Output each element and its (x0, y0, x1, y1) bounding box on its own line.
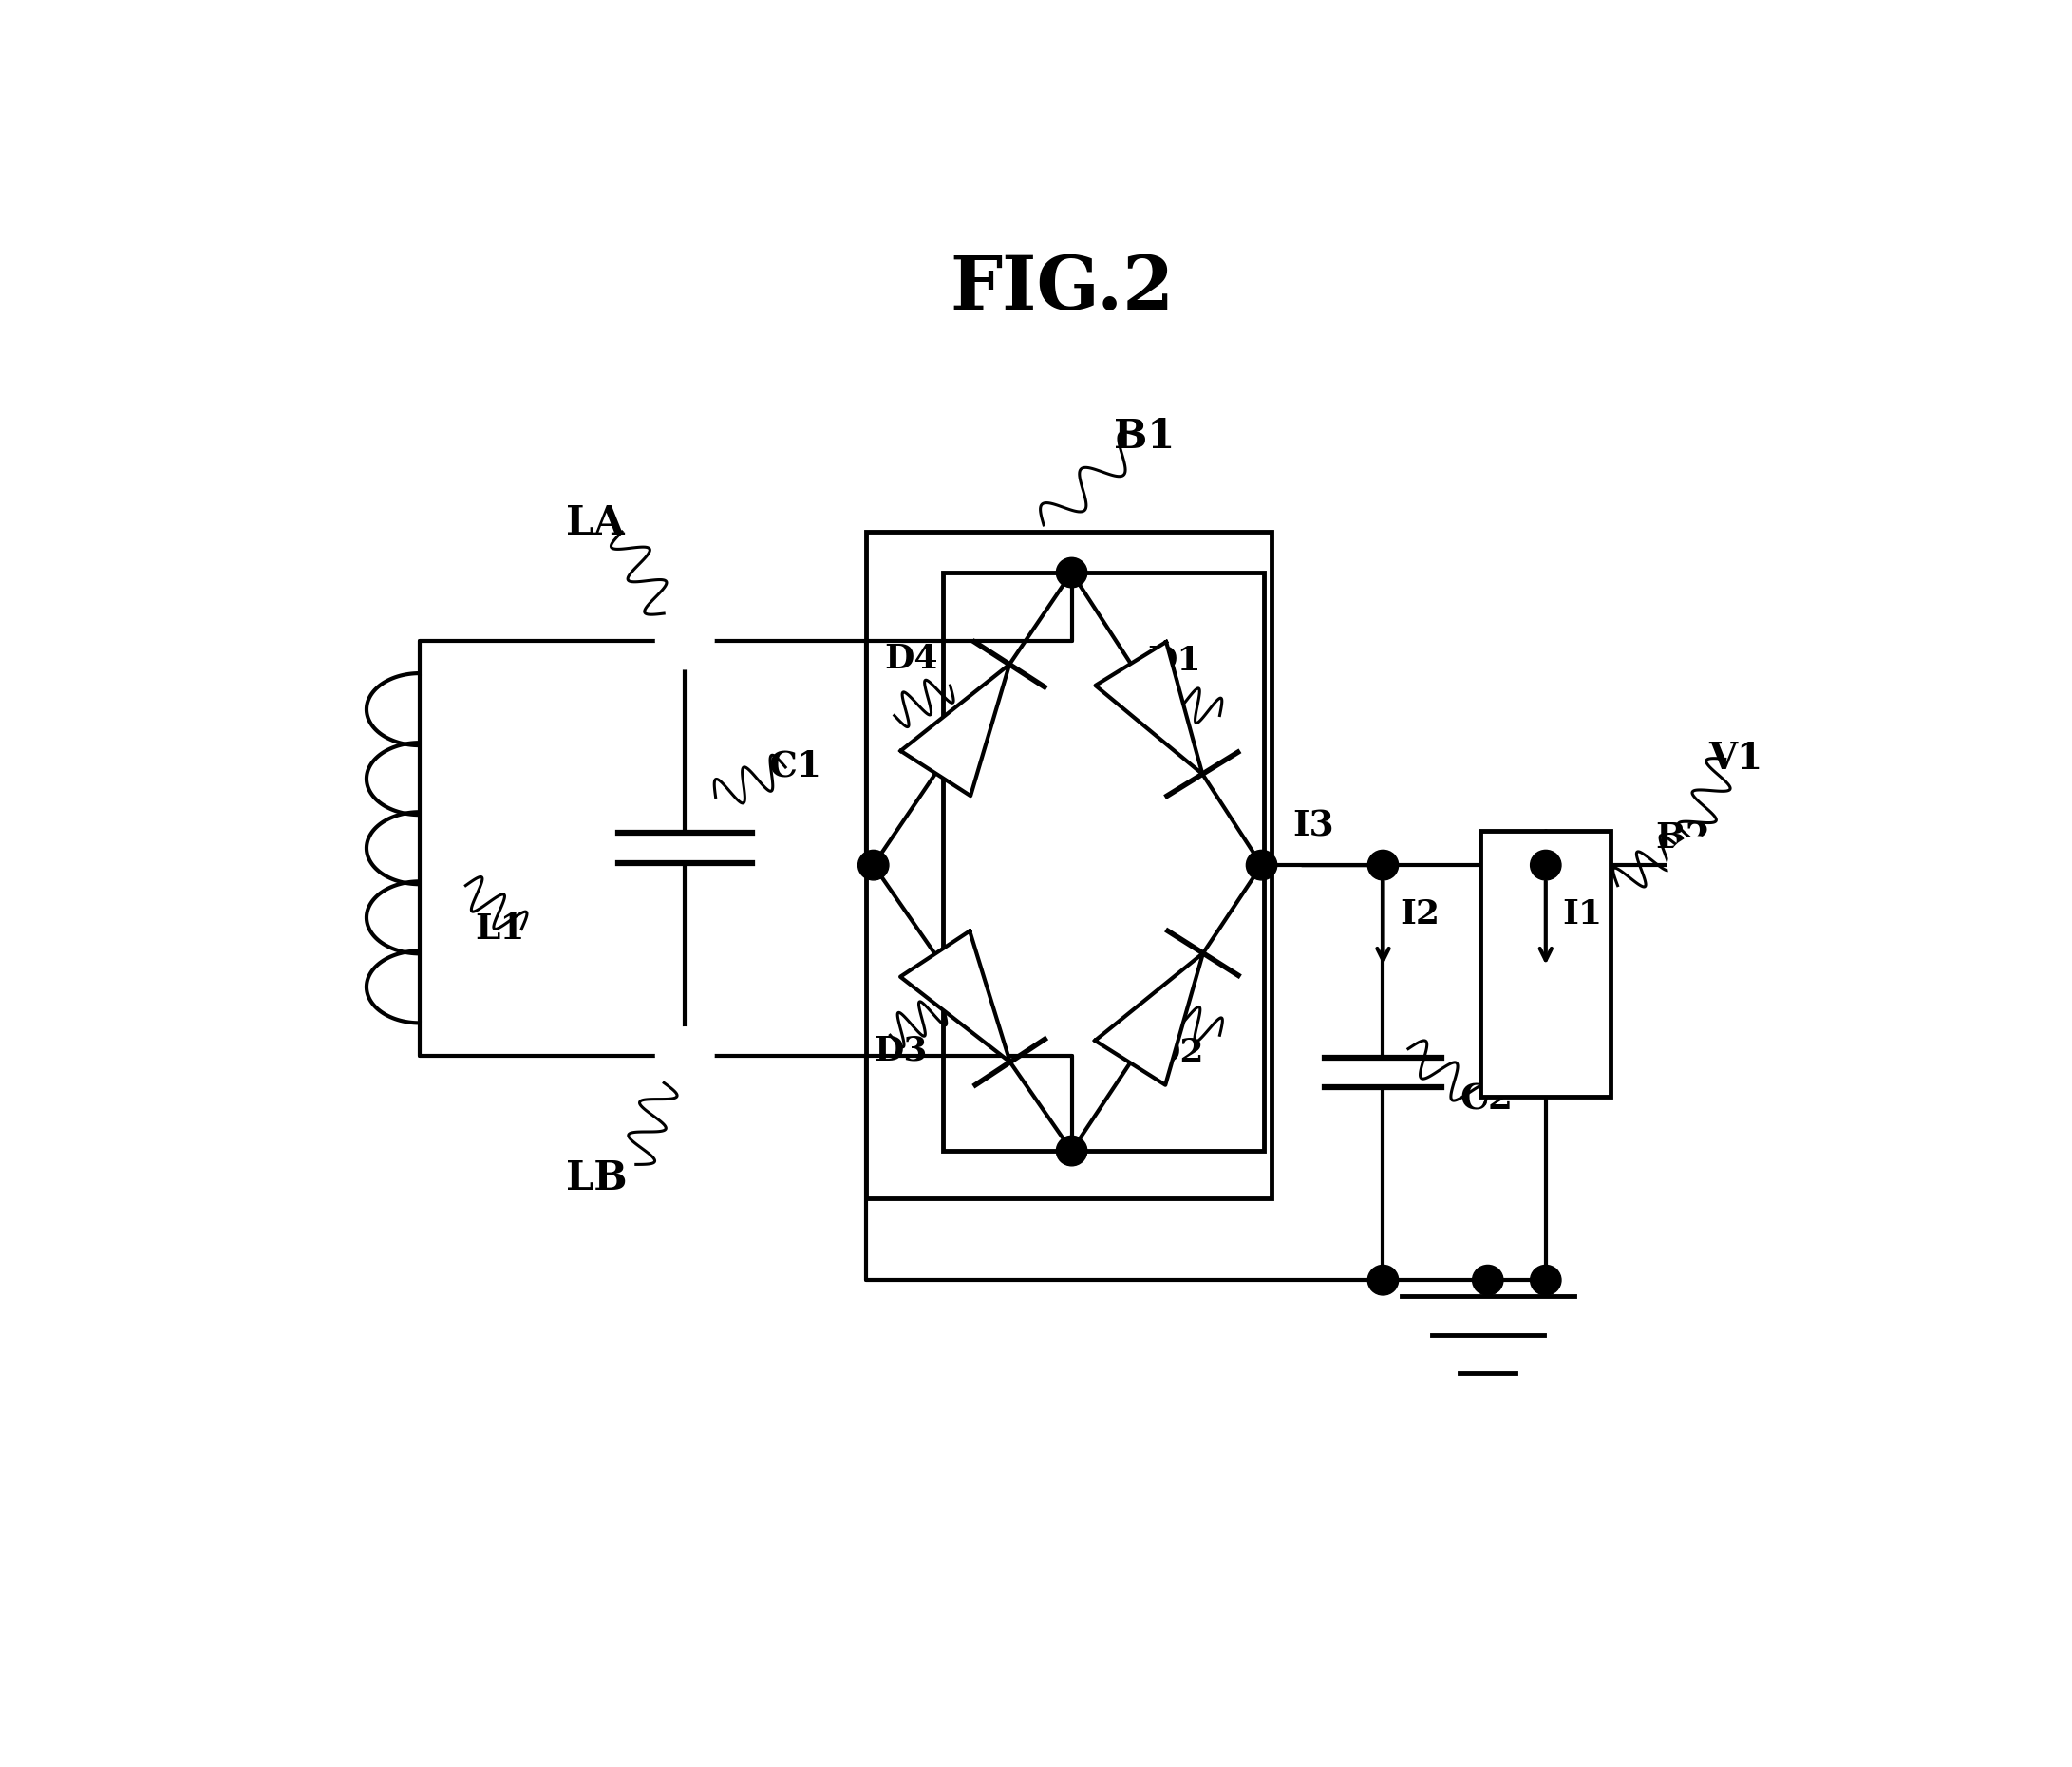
Text: D1: D1 (1148, 645, 1202, 677)
Text: I3: I3 (1293, 808, 1334, 843)
Circle shape (657, 613, 713, 668)
Polygon shape (901, 931, 1009, 1062)
Text: D3: D3 (874, 1034, 926, 1067)
Text: B1: B1 (1113, 417, 1175, 458)
Text: LA: LA (566, 504, 626, 542)
Text: D2: D2 (1150, 1037, 1204, 1069)
Polygon shape (1094, 952, 1204, 1085)
Circle shape (1245, 850, 1276, 880)
Text: D4: D4 (885, 643, 939, 675)
Text: B2: B2 (1656, 820, 1709, 855)
Circle shape (1057, 1136, 1088, 1166)
Bar (943, 573, 1264, 1150)
Circle shape (1057, 558, 1088, 588)
Circle shape (1473, 1265, 1502, 1295)
Circle shape (657, 1028, 713, 1083)
Circle shape (1531, 850, 1560, 880)
Polygon shape (1096, 641, 1202, 774)
Text: I2: I2 (1401, 898, 1440, 931)
Text: L1: L1 (474, 912, 526, 947)
Polygon shape (901, 664, 1009, 795)
Circle shape (1368, 850, 1399, 880)
Circle shape (1670, 838, 1726, 892)
Bar (1481, 830, 1610, 1096)
Text: FIG.2: FIG.2 (949, 253, 1175, 325)
Text: I1: I1 (1562, 898, 1602, 931)
Circle shape (858, 850, 889, 880)
Circle shape (1368, 1265, 1399, 1295)
Bar (866, 532, 1272, 1198)
Circle shape (1531, 1265, 1560, 1295)
Text: V1: V1 (1709, 740, 1763, 777)
Text: C2: C2 (1461, 1081, 1513, 1117)
Text: C1: C1 (769, 749, 823, 783)
Text: LB: LB (566, 1159, 628, 1198)
